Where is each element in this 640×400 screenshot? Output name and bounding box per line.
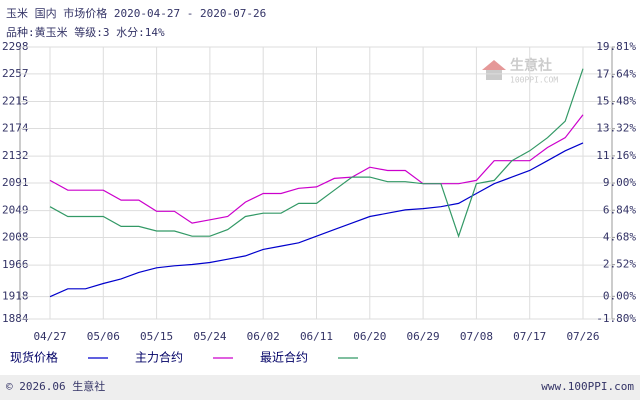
y2-tick-label: 0.00% bbox=[603, 289, 636, 302]
y-tick-label: 1884 bbox=[2, 312, 29, 325]
y2-tick-label: 15.48% bbox=[596, 95, 636, 108]
y2-tick-label: 17.64% bbox=[596, 67, 636, 80]
y-tick-label: 2049 bbox=[2, 204, 29, 217]
x-tick-label: 07/08 bbox=[460, 330, 493, 343]
x-tick-label: 05/06 bbox=[87, 330, 120, 343]
watermark: 生意社 100PPI.COM bbox=[482, 57, 558, 85]
legend-label: 主力合约 bbox=[135, 350, 183, 365]
watermark-icon bbox=[486, 70, 502, 80]
chart-subtitle: 品种:黄玉米 等级:3 水分:14% bbox=[6, 25, 165, 39]
y2-tick-label: 2.52% bbox=[603, 258, 636, 271]
footer-right: www.100PPI.com bbox=[541, 380, 634, 393]
x-tick-label: 07/26 bbox=[566, 330, 599, 343]
x-tick-label: 06/20 bbox=[353, 330, 386, 343]
footer-left: © 2026.06 生意社 bbox=[6, 379, 105, 393]
x-tick-label: 06/11 bbox=[300, 330, 333, 343]
watermark-text: 生意社 bbox=[510, 57, 552, 74]
y2-tick-label: 9.00% bbox=[603, 176, 636, 189]
legend-label: 最近合约 bbox=[260, 350, 308, 365]
y2-tick-label: 19.81% bbox=[596, 40, 636, 53]
legend-label: 现货价格 bbox=[10, 350, 58, 365]
y-tick-label: 2174 bbox=[2, 121, 29, 134]
y-tick-label: 2298 bbox=[2, 40, 29, 53]
y2-tick-label: 13.32% bbox=[596, 122, 636, 135]
y2-tick-label: 4.68% bbox=[603, 230, 636, 243]
y-tick-label: 2215 bbox=[2, 95, 29, 108]
footer-band bbox=[0, 375, 640, 400]
x-tick-label: 04/27 bbox=[33, 330, 66, 343]
x-tick-label: 06/29 bbox=[407, 330, 440, 343]
x-tick-label: 07/17 bbox=[513, 330, 546, 343]
y-tick-label: 1918 bbox=[2, 290, 29, 303]
y-tick-label: 2132 bbox=[2, 149, 29, 162]
y2-tick-label: 11.16% bbox=[596, 149, 636, 162]
series-line bbox=[49, 114, 584, 224]
watermark-icon bbox=[482, 60, 506, 70]
x-tick-label: 05/15 bbox=[140, 330, 173, 343]
x-tick-label: 06/02 bbox=[247, 330, 280, 343]
series-line bbox=[49, 68, 584, 239]
y-tick-label: 1966 bbox=[2, 258, 29, 271]
y2-tick-label: -1.80% bbox=[596, 312, 636, 325]
y2-tick-label: 6.84% bbox=[603, 203, 636, 216]
y-tick-label: 2257 bbox=[2, 67, 29, 80]
x-tick-label: 05/24 bbox=[193, 330, 226, 343]
series-line bbox=[49, 142, 584, 298]
y-tick-label: 2008 bbox=[2, 231, 29, 244]
chart-title: 玉米 国内 市场价格 2020-04-27 - 2020-07-26 bbox=[6, 6, 266, 20]
y-tick-label: 2091 bbox=[2, 176, 29, 189]
watermark-sub: 100PPI.COM bbox=[510, 76, 558, 85]
